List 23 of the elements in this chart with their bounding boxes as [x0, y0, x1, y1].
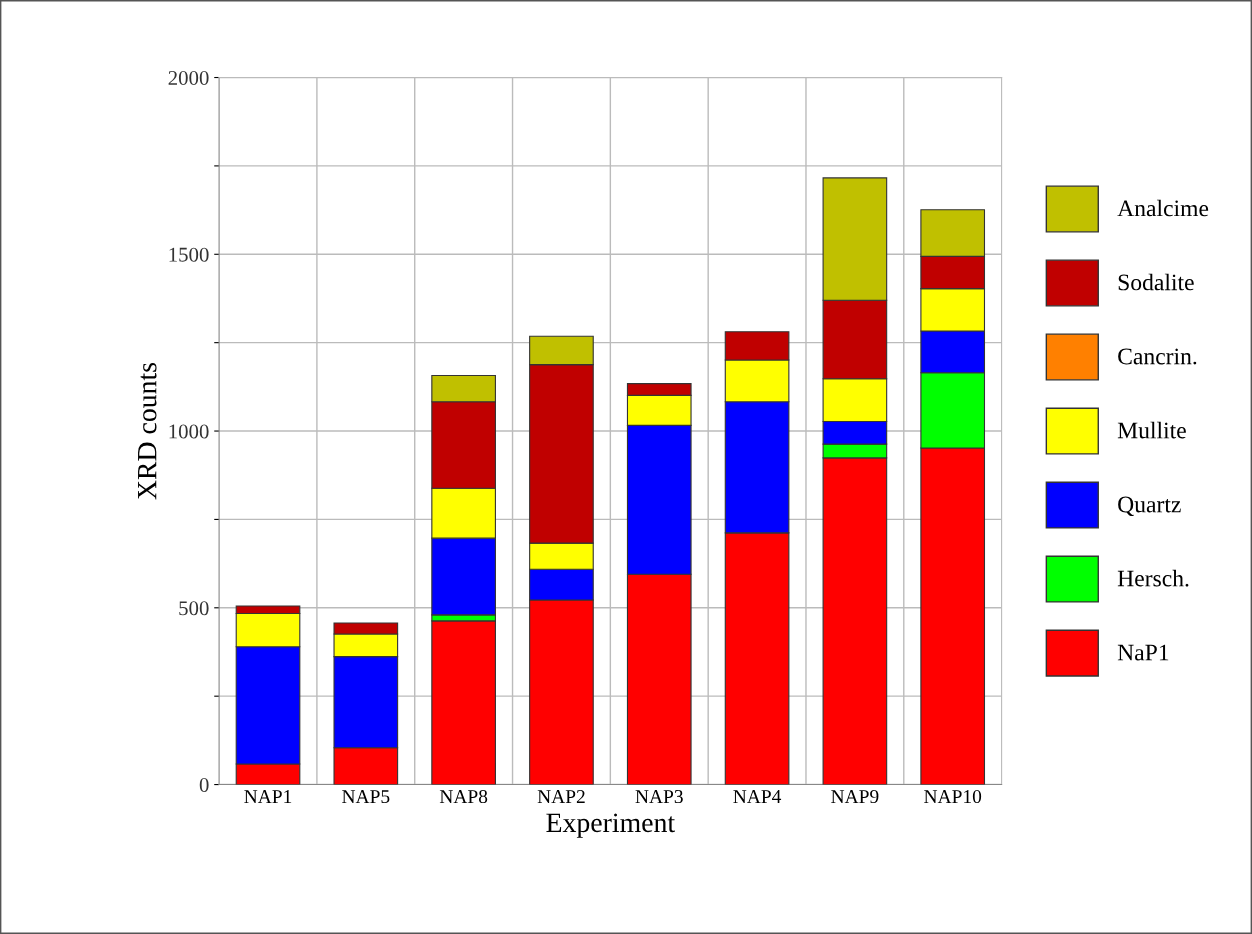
legend-label: Mullite	[1117, 421, 1186, 439]
y-tick-label: 1000	[169, 424, 209, 439]
x-tick-label: NAP8	[439, 789, 488, 804]
y-axis-title: XRD counts	[138, 362, 157, 500]
x-tick-label: NAP3	[635, 790, 683, 804]
x-tick-label: NAP9	[831, 790, 879, 804]
legend-label: NaP1	[1117, 644, 1169, 661]
x-tick-label: NAP4	[733, 790, 782, 803]
bar	[431, 620, 496, 785]
x-tick-label: NAP1	[244, 790, 292, 803]
y-tick-label: 500	[179, 601, 209, 616]
y-tick-label: 1500	[169, 247, 209, 262]
x-tick-label: NAP2	[537, 790, 585, 803]
legend-label: Analcime	[1117, 199, 1209, 217]
x-tick-label: NAP5	[342, 790, 390, 804]
y-tick-label: 0	[199, 777, 209, 792]
x-axis-title: Experiment	[546, 813, 675, 838]
y-tick-label: 2000	[168, 70, 209, 85]
legend-label: Quartz	[1118, 496, 1181, 517]
legend-label: Hersch.	[1117, 569, 1189, 587]
x-tick-label: NAP10	[924, 789, 982, 804]
legend-label: Cancrin.	[1118, 348, 1197, 365]
legend-label: Sodalite	[1118, 273, 1194, 291]
